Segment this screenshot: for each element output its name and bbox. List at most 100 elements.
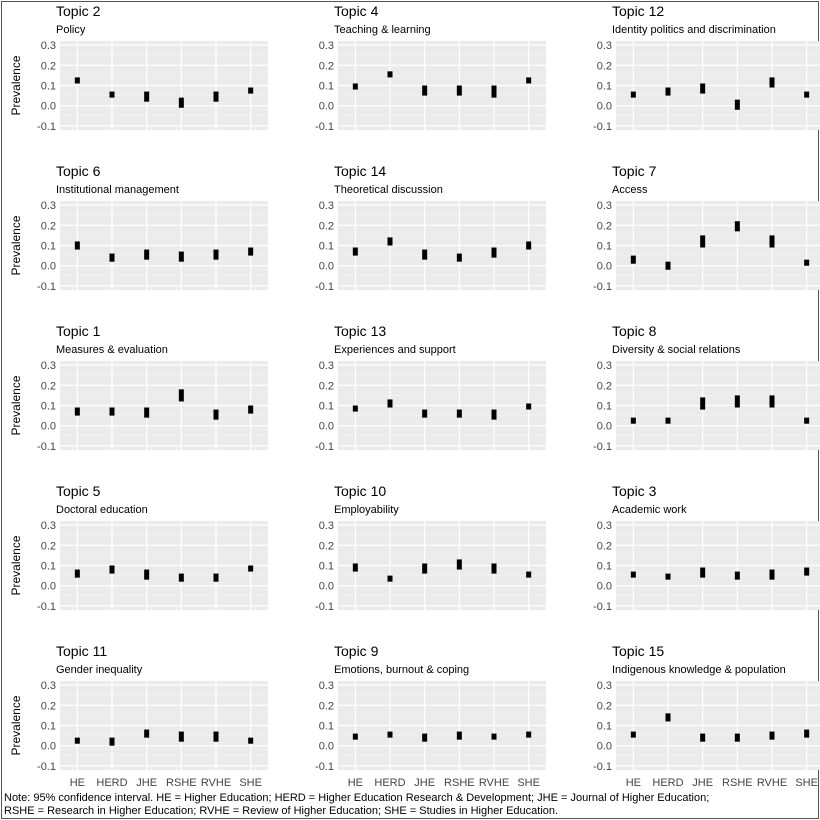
y-tick-label: 0.3: [319, 520, 334, 532]
ci-bar-herd: [665, 261, 671, 270]
y-tick-label: 0.3: [597, 520, 612, 532]
y-tick-label: 0.2: [319, 700, 334, 712]
ci-bar-herd: [387, 237, 393, 246]
y-tick-label: 0.2: [41, 60, 56, 72]
panel-subtitle: Diversity & social relations: [612, 344, 741, 356]
y-tick-label: -0.1: [593, 601, 612, 613]
ci-bar-herd: [109, 737, 115, 746]
ci-bar-rshe: [456, 731, 462, 740]
ci-bar-jhe: [422, 249, 428, 260]
y-tick-label: 0.0: [597, 101, 612, 113]
ci-bar-rvhe: [491, 563, 497, 574]
ci-bar-she: [248, 247, 254, 256]
x-tick-label: JHE: [136, 777, 157, 789]
ci-bar-she: [248, 737, 254, 744]
x-tick-label: HERD: [652, 777, 683, 789]
y-tick-label: -0.1: [37, 601, 56, 613]
panel-topic-title: Topic 3: [612, 483, 657, 499]
y-tick-label: 0.3: [41, 200, 56, 212]
panel-topic-title: Topic 6: [56, 163, 101, 179]
y-tick-label: 0.0: [597, 741, 612, 753]
ci-bar-rshe: [178, 573, 184, 582]
y-tick-label: 0.0: [597, 581, 612, 593]
y-tick-label: 0.0: [597, 261, 612, 273]
ci-bar-he: [630, 417, 636, 424]
y-tick-label: 0.2: [319, 220, 334, 232]
ci-bar-jhe: [700, 83, 706, 94]
ci-bar-rshe: [178, 389, 184, 402]
y-tick-label: 0.1: [597, 721, 612, 733]
x-tick-label: SHE: [239, 777, 262, 789]
y-tick-label: 0.1: [319, 401, 334, 413]
ci-bar-herd: [387, 731, 393, 738]
y-tick-label: 0.0: [41, 261, 56, 273]
ci-bar-jhe: [144, 569, 150, 580]
y-tick-label: 0.0: [41, 741, 56, 753]
y-tick-label: 0.3: [597, 680, 612, 692]
y-tick-label: 0.1: [319, 721, 334, 733]
ci-bar-she: [248, 405, 254, 414]
ci-bar-rshe: [178, 731, 184, 742]
panel-topic-title: Topic 4: [334, 3, 379, 19]
y-tick-label: -0.1: [593, 441, 612, 453]
ci-bar-rvhe: [491, 247, 497, 258]
y-tick-label: 0.1: [319, 561, 334, 573]
x-tick-label: HE: [70, 777, 85, 789]
y-tick-label: 0.3: [319, 360, 334, 372]
ci-bar-jhe: [144, 249, 150, 260]
ci-bar-rvhe: [491, 733, 497, 740]
panel-subtitle: Experiences and support: [334, 344, 456, 356]
ci-bar-rshe: [734, 395, 740, 408]
panel-topic-title: Topic 9: [334, 643, 379, 659]
y-tick-label: 0.2: [597, 60, 612, 72]
y-tick-label: 0.0: [41, 101, 56, 113]
y-tick-label: 0.3: [41, 520, 56, 532]
panel-topic-12: Topic 12 Identity politics and discrimina…: [593, 3, 820, 133]
ci-bar-herd: [387, 575, 393, 582]
x-tick-label: RSHE: [166, 777, 197, 789]
x-tick-label: RVHE: [479, 777, 509, 789]
panel-subtitle: Gender inequality: [56, 664, 143, 676]
panel-topic-title: Topic 12: [612, 3, 664, 19]
note-line-2: RSHE = Research in Higher Education; RVH…: [4, 805, 559, 817]
y-tick-label: 0.0: [597, 421, 612, 433]
ci-bar-he: [630, 731, 636, 738]
ci-bar-herd: [665, 713, 671, 722]
y-tick-label: -0.1: [315, 761, 334, 773]
y-tick-label: -0.1: [593, 281, 612, 293]
ci-bar-he: [74, 569, 80, 578]
ci-bar-she: [526, 403, 532, 410]
y-tick-label: 0.1: [319, 241, 334, 253]
y-axis-label: Prevalence: [9, 55, 23, 115]
ci-bar-herd: [109, 253, 115, 262]
y-axis-label: Prevalence: [9, 535, 23, 595]
y-tick-label: 0.0: [319, 261, 334, 273]
y-tick-label: 0.1: [41, 721, 56, 733]
ci-bar-rshe: [178, 251, 184, 262]
ci-bar-rvhe: [491, 409, 497, 420]
y-tick-label: 0.2: [319, 380, 334, 392]
y-tick-label: -0.1: [37, 281, 56, 293]
y-tick-label: 0.2: [597, 380, 612, 392]
x-tick-label: RSHE: [444, 777, 475, 789]
y-tick-label: 0.2: [41, 220, 56, 232]
ci-bar-he: [352, 247, 358, 256]
y-tick-label: 0.1: [597, 561, 612, 573]
ci-bar-rvhe: [769, 731, 775, 740]
panel-topic-title: Topic 14: [334, 163, 386, 179]
ci-bar-rshe: [734, 221, 740, 232]
panel-subtitle: Employability: [334, 504, 399, 516]
panel-topic-title: Topic 8: [612, 323, 657, 339]
panel-subtitle: Measures & evaluation: [56, 344, 168, 356]
y-tick-label: 0.2: [41, 700, 56, 712]
ci-bar-she: [804, 91, 810, 98]
ci-bar-he: [630, 91, 636, 98]
ci-bar-she: [526, 731, 532, 738]
y-tick-label: 0.3: [319, 680, 334, 692]
y-tick-label: 0.1: [41, 81, 56, 93]
